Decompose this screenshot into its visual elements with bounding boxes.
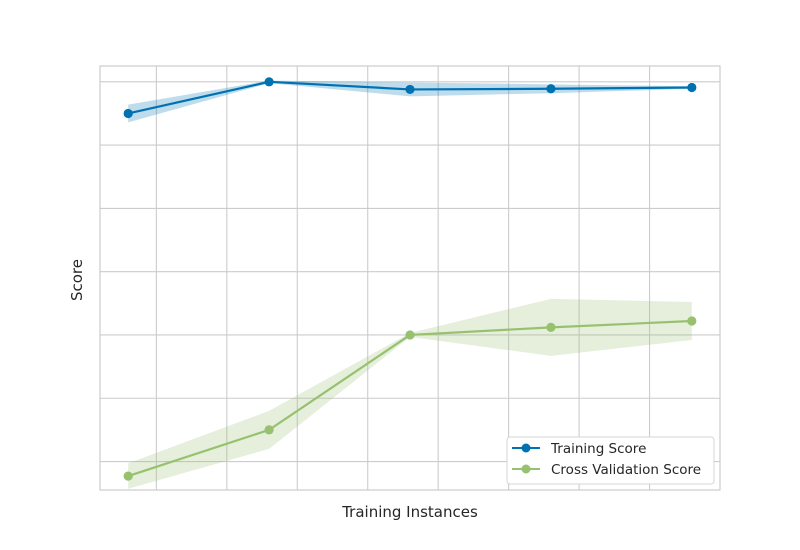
legend-marker-training-score: [521, 443, 531, 453]
point-cross-validation-score: [264, 425, 274, 435]
point-training-score: [687, 82, 697, 93]
plot-frame: [99, 65, 721, 491]
series-points: [123, 77, 697, 481]
point-cross-validation-score: [123, 471, 133, 481]
point-cross-validation-score: [405, 330, 415, 340]
point-training-score: [546, 84, 556, 94]
point-cross-validation-score: [546, 322, 556, 332]
legend-label-cross-validation-score: Cross Validation Score: [551, 462, 701, 478]
legend: Training Score Cross Validation Score: [506, 436, 715, 485]
point-training-score: [123, 108, 133, 119]
band-cross-validation-score: [128, 298, 692, 489]
x-axis-label: Training Instances: [341, 503, 478, 521]
legend-box: [506, 436, 715, 485]
legend-marker-cross-validation-score: [521, 464, 531, 474]
point-training-score: [405, 84, 415, 95]
grid-lines: [100, 66, 720, 490]
plot-background: [100, 66, 720, 490]
point-training-score: [264, 77, 274, 87]
legend-label-training-score: Training Score: [550, 441, 646, 457]
point-cross-validation-score: [687, 316, 697, 326]
y-axis-label: Score: [68, 259, 86, 301]
